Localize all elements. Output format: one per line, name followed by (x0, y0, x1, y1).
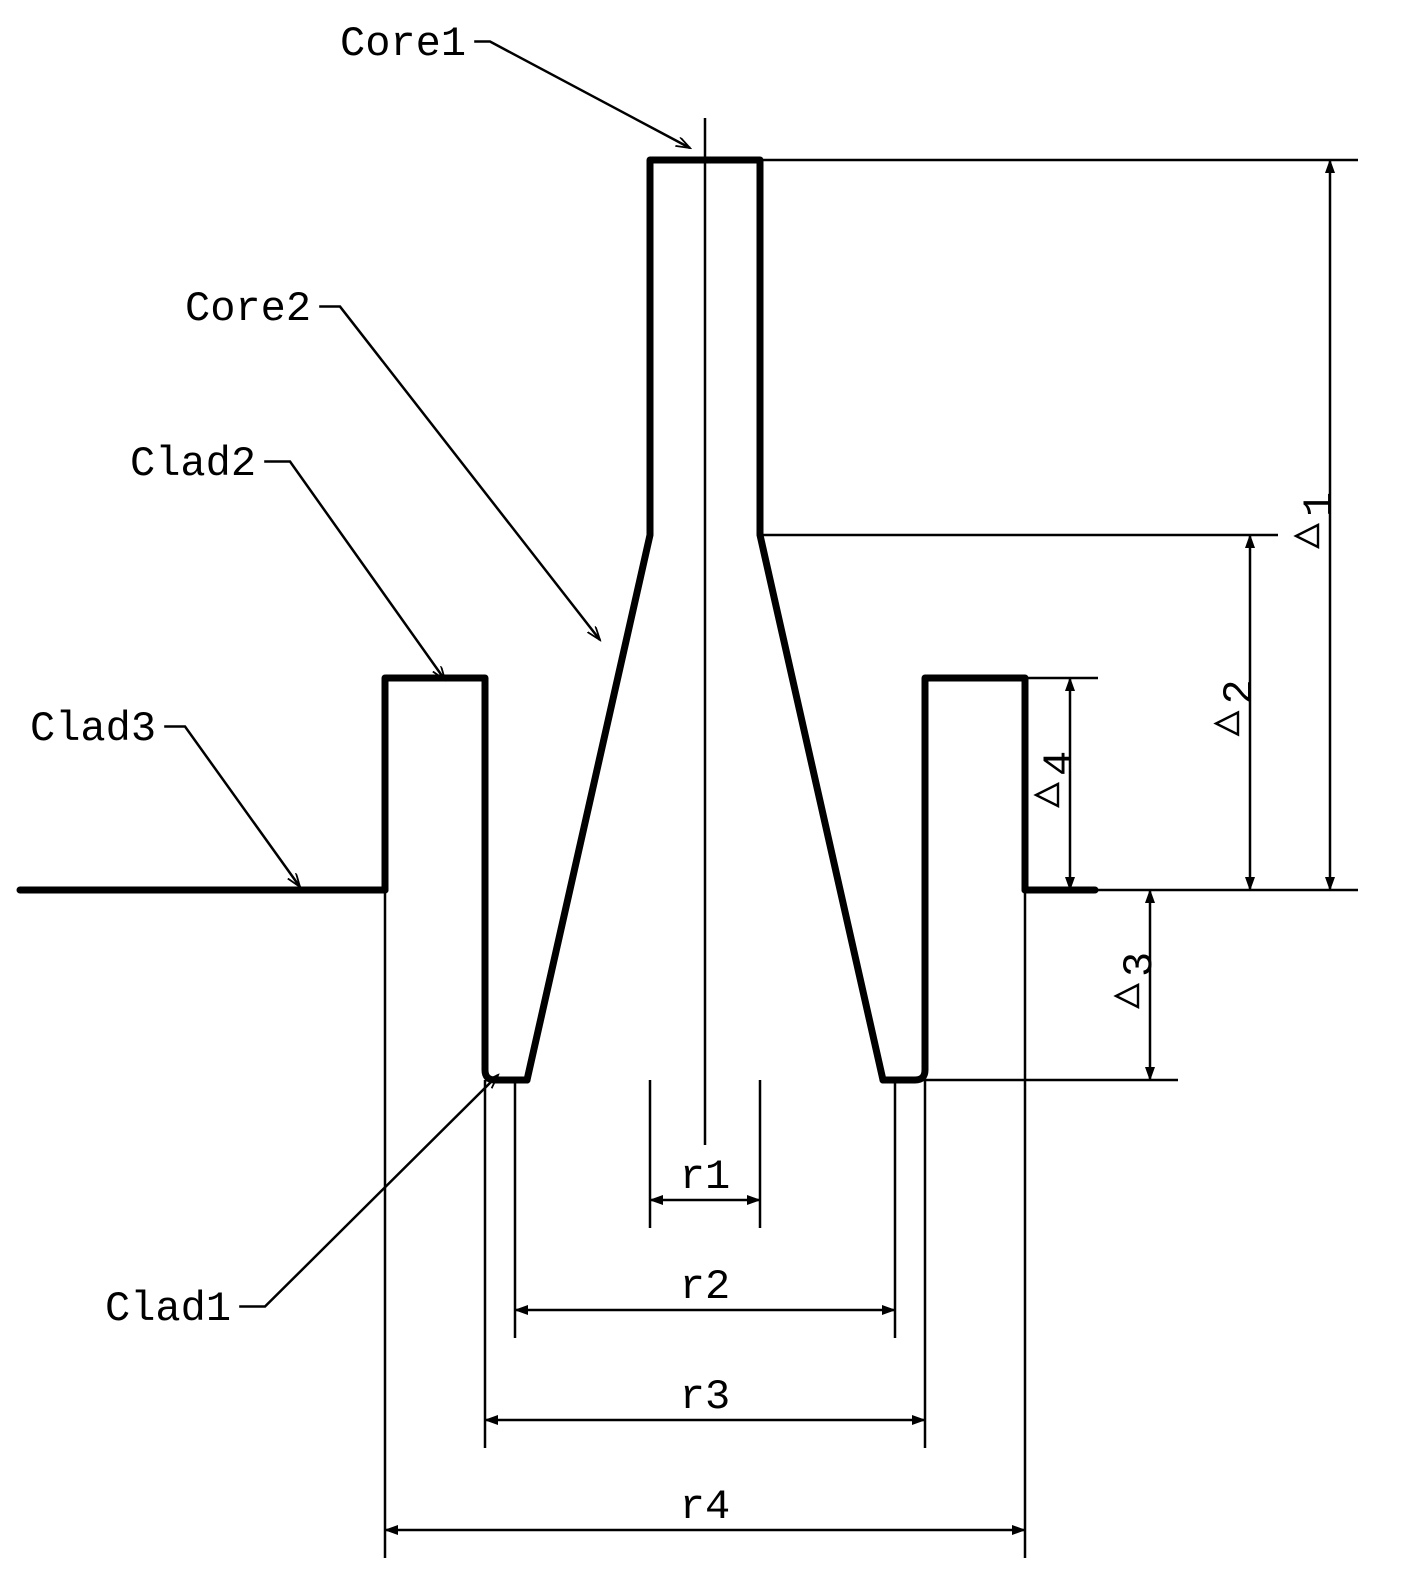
clad1-left-drop (485, 890, 515, 1080)
dim-2: 2 (1216, 679, 1264, 734)
leader-Clad1 (239, 1075, 498, 1307)
label-Clad1: Clad1 (105, 1285, 231, 1333)
label-Clad3: Clad3 (30, 705, 156, 753)
clad2-right (925, 678, 1025, 890)
dim-1: 1 (1296, 492, 1344, 547)
svg-text:r1: r1 (680, 1153, 730, 1201)
leader-Core1 (474, 42, 690, 148)
clad2-left (385, 678, 485, 890)
label-Core1: Core1 (340, 20, 466, 68)
svg-text:r4: r4 (680, 1483, 730, 1531)
svg-text:3: 3 (1116, 952, 1164, 977)
svg-text:r3: r3 (680, 1373, 730, 1421)
clad1-right-drop (895, 890, 925, 1080)
leader-Clad2 (264, 462, 445, 680)
leader-Clad3 (164, 727, 300, 887)
label-Clad2: Clad2 (130, 440, 256, 488)
svg-text:2: 2 (1216, 679, 1264, 704)
dim-3: 3 (1116, 952, 1164, 1007)
svg-text:1: 1 (1296, 492, 1344, 517)
svg-text:4: 4 (1036, 751, 1084, 776)
dim-4: 4 (1036, 751, 1084, 806)
leader-Core2 (319, 307, 600, 640)
svg-text:r2: r2 (680, 1263, 730, 1311)
label-Core2: Core2 (185, 285, 311, 333)
